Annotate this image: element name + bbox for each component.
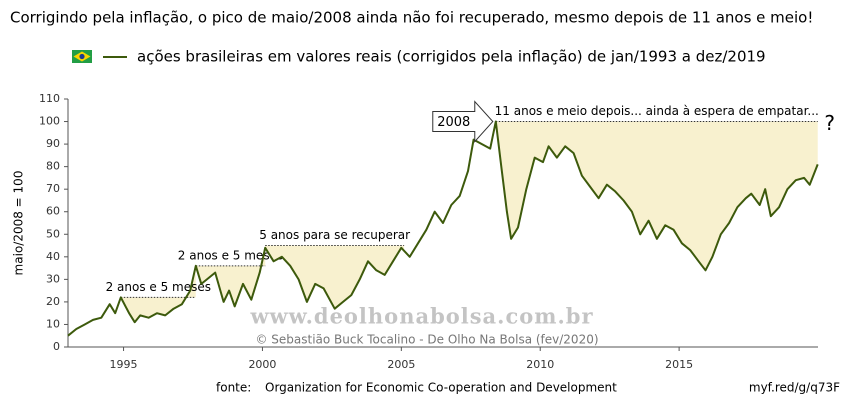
series-line (67, 120, 819, 337)
region-label: 5 anos para se recuperar (259, 228, 410, 242)
y-tick-label: 30 (46, 272, 60, 285)
source-label: fonte: (216, 381, 251, 395)
copyright: © Sebastião Buck Tocalino - De Olho Na B… (255, 333, 598, 347)
legend: ações brasileiras em valores reais (corr… (72, 48, 766, 66)
region-label: 2 anos e 5 meses (178, 248, 283, 262)
x-tick-label: 2000 (248, 358, 276, 371)
source: Organization for Economic Co-operation a… (265, 381, 617, 395)
recovery-area (495, 121, 818, 271)
legend-label: ações brasileiras em valores reais (corr… (137, 48, 766, 66)
y-tick-label: 100 (39, 115, 60, 128)
region-label: 2 anos e 5 meses (106, 280, 211, 294)
plot-area: 2 anos e 5 meses 2 anos e 5 meses 5 anos p… (39, 92, 835, 371)
region-label: 11 anos e meio depois... ainda à espera … (495, 104, 819, 118)
recovery-area (265, 245, 405, 309)
flag-circle (79, 53, 85, 60)
chart-title: Corrigindo pela inflação, o pico de maio… (10, 9, 813, 27)
y-tick-label: 10 (46, 317, 60, 330)
y-axis-label: maio/2008 = 100 (12, 171, 26, 276)
x-tick-label: 2010 (526, 358, 554, 371)
y-tick-label: 90 (46, 137, 60, 150)
y-tick-label: 80 (46, 160, 60, 173)
y-tick-label: 0 (53, 340, 60, 353)
x-tick-label: 2005 (387, 358, 415, 371)
peak-label: 2008 (437, 115, 470, 130)
watermark: www.deolhonabolsa.com.br (249, 304, 593, 329)
y-tick-label: 20 (46, 295, 60, 308)
y-tick-label: 60 (46, 205, 60, 218)
y-tick-label: 110 (39, 92, 60, 105)
y-tick-label: 50 (46, 227, 60, 240)
link: myf.red/g/q73F (749, 381, 840, 395)
recovery-area (120, 265, 196, 323)
peak-arrow (432, 100, 494, 143)
x-tick-label: 2015 (665, 358, 693, 371)
y-tick-label: 40 (46, 250, 60, 263)
y-tick-label: 70 (46, 182, 60, 195)
question-mark: ? (824, 111, 835, 135)
x-tick-label: 1995 (110, 358, 138, 371)
